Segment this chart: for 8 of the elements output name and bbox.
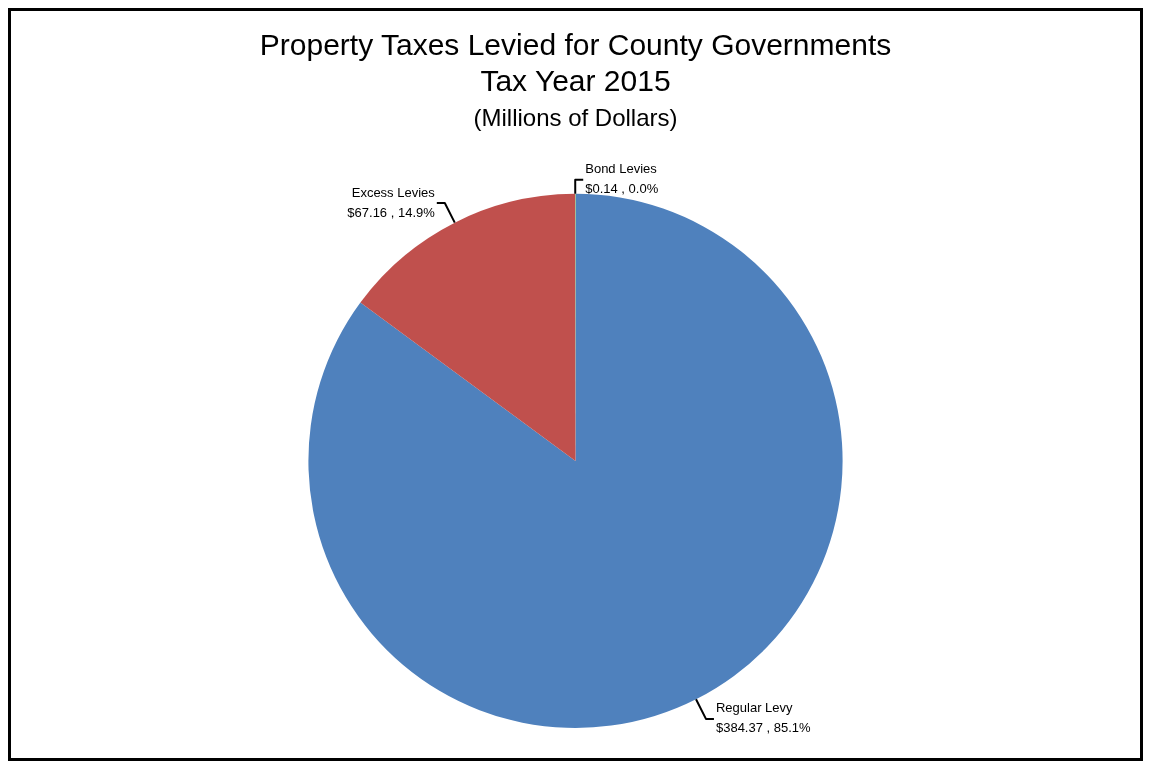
slice-label: Bond Levies — [585, 161, 658, 177]
data-label: $67.16 , 14.9% — [347, 204, 436, 220]
slice-label: Excess Levies — [351, 184, 436, 200]
data-label: $0.14 , 0.0% — [585, 181, 659, 197]
chart-title: Property Taxes Levied for County Governments Tax Year 2015 — [259, 28, 892, 98]
chart-subtitle: (Millions of Dollars) — [473, 104, 678, 132]
slice-label: Regular Levy — [715, 700, 794, 716]
data-label: $384.37 , 85.1% — [715, 720, 812, 736]
